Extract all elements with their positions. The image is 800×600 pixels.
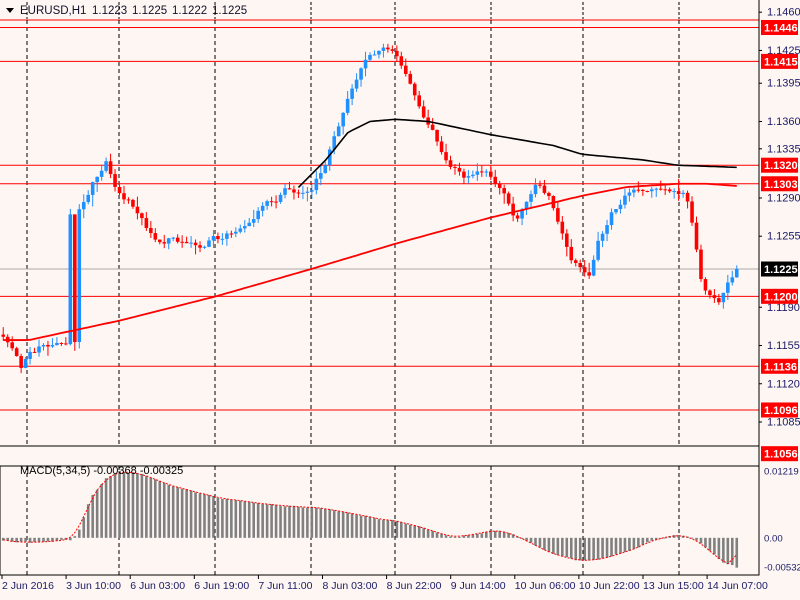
svg-text:1.1395: 1.1395: [767, 78, 800, 90]
svg-text:1.1136: 1.1136: [764, 361, 797, 373]
svg-text:1.1360: 1.1360: [767, 116, 800, 128]
svg-text:1.1255: 1.1255: [767, 231, 800, 243]
svg-text:8 Jun 22:00: 8 Jun 22:00: [387, 580, 442, 592]
svg-text:2 Jun 2016: 2 Jun 2016: [2, 580, 54, 592]
svg-text:1.1120: 1.1120: [767, 378, 800, 390]
svg-text:1.1225: 1.1225: [132, 5, 167, 17]
svg-text:1.1096: 1.1096: [764, 405, 798, 417]
svg-text:1.1155: 1.1155: [767, 340, 800, 352]
svg-text:-0.00532: -0.00532: [764, 563, 800, 574]
svg-text:1.1223: 1.1223: [92, 5, 127, 17]
svg-text:MACD(5,34,5) -0.00368 -0.00325: MACD(5,34,5) -0.00368 -0.00325: [20, 465, 183, 477]
svg-text:10 Jun 22:00: 10 Jun 22:00: [579, 580, 640, 592]
svg-text:14 Jun 07:00: 14 Jun 07:00: [707, 580, 768, 592]
svg-text:1.1222: 1.1222: [172, 5, 207, 17]
svg-text:1.1290: 1.1290: [767, 192, 800, 204]
svg-text:0.00: 0.00: [764, 533, 783, 544]
svg-text:0.01219: 0.01219: [764, 467, 799, 478]
svg-text:7 Jun 11:00: 7 Jun 11:00: [258, 580, 312, 592]
svg-text:13 Jun 15:00: 13 Jun 15:00: [643, 580, 704, 592]
svg-text:3 Jun 10:00: 3 Jun 10:00: [66, 580, 121, 592]
svg-text:1.1225: 1.1225: [764, 264, 798, 276]
svg-text:1.1446: 1.1446: [764, 23, 798, 35]
svg-text:1.1415: 1.1415: [764, 56, 798, 68]
svg-text:EURUSD,H1: EURUSD,H1: [20, 5, 86, 17]
svg-text:6 Jun 03:00: 6 Jun 03:00: [130, 580, 185, 592]
svg-text:1.1303: 1.1303: [764, 179, 798, 191]
svg-text:1.1085: 1.1085: [767, 417, 800, 429]
svg-text:6 Jun 19:00: 6 Jun 19:00: [194, 580, 249, 592]
svg-text:9 Jun 14:00: 9 Jun 14:00: [451, 580, 506, 592]
svg-text:1.1225: 1.1225: [212, 5, 247, 17]
svg-text:1.1056: 1.1056: [764, 449, 798, 461]
svg-text:1.1335: 1.1335: [767, 143, 800, 155]
svg-text:1.1320: 1.1320: [764, 160, 798, 172]
svg-text:10 Jun 06:00: 10 Jun 06:00: [515, 580, 576, 592]
svg-text:8 Jun 03:00: 8 Jun 03:00: [323, 580, 378, 592]
svg-text:1.1460: 1.1460: [767, 7, 800, 19]
svg-text:1.1200: 1.1200: [764, 291, 798, 303]
